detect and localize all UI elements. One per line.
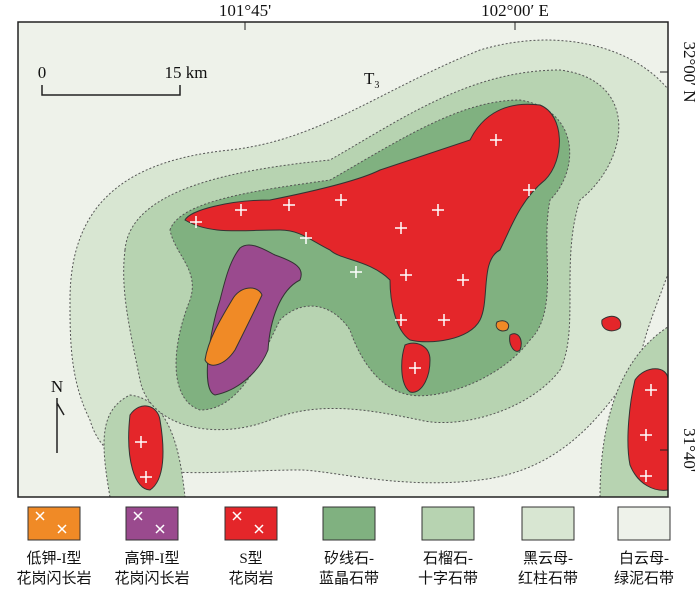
- strata-main: T: [364, 69, 375, 88]
- legend-label: 花岗岩: [228, 570, 273, 587]
- legend-swatch: [521, 506, 575, 541]
- scale-end: 15 km: [165, 63, 208, 82]
- s-granite-dot2: [601, 315, 622, 332]
- legend-swatch: [421, 506, 475, 541]
- s-granite-sw: [128, 405, 164, 491]
- north-label: N: [51, 377, 63, 396]
- legend-label: S型: [239, 550, 262, 567]
- legend-label: 石榴石-: [423, 550, 473, 567]
- low-k-small: [495, 320, 510, 332]
- legend-swatch: [617, 506, 671, 541]
- north-arrow: [56, 398, 65, 453]
- granite-symbols: [135, 134, 657, 483]
- legend-symbol: [133, 511, 165, 534]
- longitude-label: 101°45': [219, 1, 271, 20]
- legend-symbol: [232, 511, 264, 534]
- legend-label: 黑云母-: [523, 550, 573, 567]
- legend-label: 蓝晶石带: [319, 570, 379, 587]
- legend-label: 花岗闪长岩: [16, 570, 91, 587]
- legend-label: 十字石带: [418, 570, 478, 587]
- legend-swatch: [27, 506, 81, 541]
- legend-label: 低钾-I型: [27, 550, 82, 567]
- legend-label: 矽线石-: [324, 550, 374, 567]
- latitude-label: 31°40': [680, 428, 699, 472]
- high-k-granodiorite: [206, 244, 302, 396]
- latitude-label: 32°00′ N: [680, 41, 699, 102]
- legend-swatch: [224, 506, 278, 541]
- s-granite-dot: [509, 333, 522, 352]
- legend-symbol: [35, 511, 67, 534]
- legend-label: 红柱石带: [518, 570, 578, 587]
- low-k-granodiorite: [204, 287, 263, 366]
- scale-bar: [41, 85, 181, 96]
- legend-label: 白云母-: [619, 550, 669, 567]
- legend-label: 花岗闪长岩: [114, 570, 189, 587]
- strata-sub: 3: [374, 80, 379, 91]
- scale-start: 0: [38, 63, 47, 82]
- legend-label: 绿泥石带: [614, 570, 674, 587]
- legend-swatch: [125, 506, 179, 541]
- longitude-label: 102°00′ E: [481, 1, 549, 20]
- map-body: [18, 22, 668, 497]
- legend-swatch: [322, 506, 376, 541]
- s-granite-east: [627, 368, 668, 491]
- strata-label: T3: [364, 69, 379, 91]
- s-granite: [184, 103, 560, 343]
- map-frame: [17, 21, 669, 498]
- legend-label: 高钾-I型: [125, 550, 180, 567]
